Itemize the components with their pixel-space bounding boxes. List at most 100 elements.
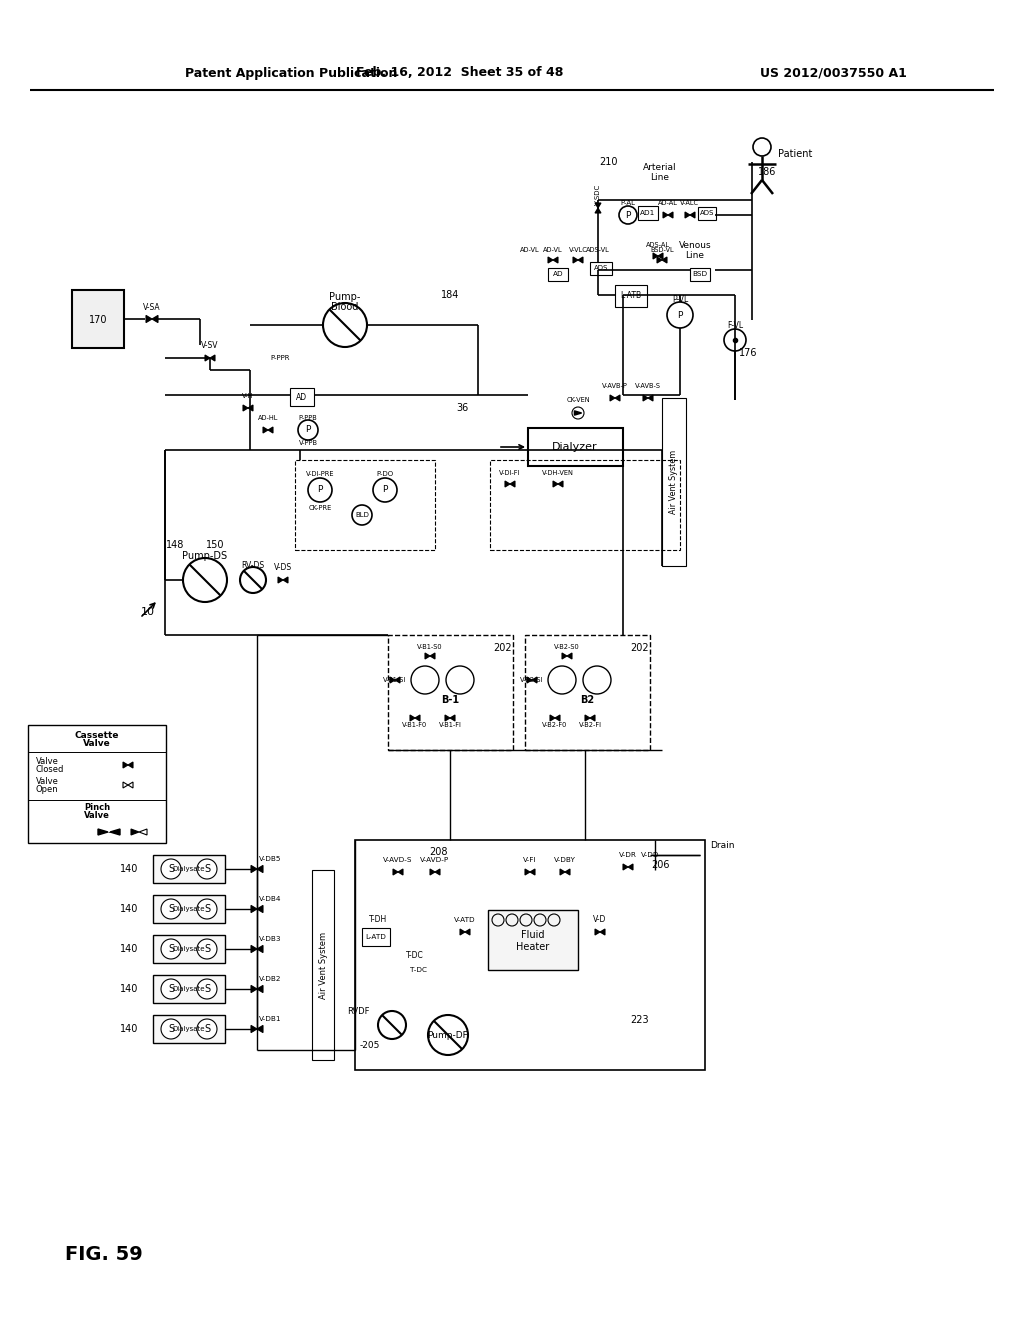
Text: P: P	[317, 486, 323, 495]
Circle shape	[197, 1019, 217, 1039]
Text: ADS: ADS	[699, 210, 714, 216]
Text: V-FI: V-FI	[523, 857, 537, 863]
Polygon shape	[450, 715, 455, 721]
Text: P-VL: P-VL	[672, 294, 688, 304]
Text: P: P	[382, 486, 388, 495]
Polygon shape	[430, 653, 435, 659]
Polygon shape	[410, 715, 415, 721]
Text: RV-DS: RV-DS	[242, 561, 264, 569]
Text: 140: 140	[120, 944, 138, 954]
Polygon shape	[251, 906, 257, 912]
Polygon shape	[574, 411, 582, 416]
Bar	[698, 207, 716, 220]
Polygon shape	[128, 762, 133, 768]
Text: P: P	[626, 210, 631, 219]
Circle shape	[197, 979, 217, 999]
Text: Dialysate: Dialysate	[173, 1026, 205, 1032]
Text: V-AVD-S: V-AVD-S	[383, 857, 413, 863]
Text: Drain: Drain	[710, 841, 734, 850]
Text: 223: 223	[631, 1015, 649, 1026]
Text: V-B2-S0: V-B2-S0	[554, 644, 580, 649]
Bar	[28, 725, 166, 843]
Text: AD-AL: AD-AL	[658, 201, 678, 206]
Text: S: S	[204, 865, 210, 874]
Text: Cassette: Cassette	[75, 730, 119, 739]
Text: 140: 140	[120, 1024, 138, 1034]
Polygon shape	[527, 677, 532, 682]
Polygon shape	[98, 829, 108, 836]
Text: Dialysate: Dialysate	[173, 986, 205, 993]
Circle shape	[197, 859, 217, 879]
Polygon shape	[460, 929, 465, 935]
Text: S: S	[204, 983, 210, 994]
Text: 202: 202	[494, 643, 512, 653]
Polygon shape	[395, 677, 400, 682]
Text: V-DR: V-DR	[620, 851, 637, 858]
Text: L-ATD: L-ATD	[366, 935, 386, 940]
Text: V-DBY: V-DBY	[554, 857, 575, 863]
Polygon shape	[123, 762, 128, 768]
Polygon shape	[248, 405, 253, 411]
Polygon shape	[595, 209, 601, 213]
Text: V-B2-SI: V-B2-SI	[520, 677, 544, 682]
Text: V-B1-FI: V-B1-FI	[438, 722, 462, 729]
Text: Line: Line	[685, 251, 705, 260]
Text: V-B2-F0: V-B2-F0	[543, 722, 567, 729]
Text: 176: 176	[738, 348, 758, 358]
Text: 186: 186	[758, 168, 776, 177]
Text: AD: AD	[553, 271, 563, 277]
Text: V-VLC: V-VLC	[568, 247, 588, 253]
Text: Blood: Blood	[332, 302, 358, 312]
Polygon shape	[600, 929, 605, 935]
Polygon shape	[530, 869, 535, 875]
Text: BSD: BSD	[692, 271, 708, 277]
Text: ADS: ADS	[594, 265, 608, 271]
Text: ADS-VL: ADS-VL	[586, 247, 610, 253]
Polygon shape	[553, 257, 558, 263]
Text: S: S	[168, 944, 174, 954]
Text: Air Vent System: Air Vent System	[670, 450, 679, 513]
Text: T-DC: T-DC	[410, 968, 427, 973]
Text: B-1: B-1	[441, 696, 459, 705]
Text: 208: 208	[429, 847, 447, 857]
Polygon shape	[653, 253, 658, 259]
Polygon shape	[268, 426, 273, 433]
Text: AD-VL: AD-VL	[543, 247, 563, 253]
Polygon shape	[643, 395, 648, 401]
Polygon shape	[257, 906, 263, 912]
Text: Pump-: Pump-	[330, 292, 360, 302]
Bar	[590, 261, 612, 275]
Text: V-DB3: V-DB3	[259, 936, 282, 942]
Text: V-H: V-H	[243, 393, 254, 399]
Polygon shape	[550, 715, 555, 721]
Bar	[488, 909, 578, 970]
Text: AD-VL: AD-VL	[520, 247, 540, 253]
Polygon shape	[553, 480, 558, 487]
Circle shape	[161, 979, 181, 999]
Text: V-B2-FI: V-B2-FI	[579, 722, 601, 729]
Polygon shape	[415, 715, 420, 721]
Polygon shape	[595, 929, 600, 935]
Polygon shape	[532, 677, 537, 682]
Bar	[153, 975, 225, 1003]
Polygon shape	[128, 781, 133, 788]
Polygon shape	[560, 869, 565, 875]
Text: V-DI-PRE: V-DI-PRE	[306, 471, 334, 477]
Text: B2: B2	[580, 696, 594, 705]
Bar	[388, 635, 513, 750]
Polygon shape	[425, 653, 430, 659]
Polygon shape	[685, 213, 690, 218]
Polygon shape	[257, 986, 263, 993]
Bar	[153, 855, 225, 883]
Text: Valve: Valve	[36, 776, 58, 785]
Text: V-ATD: V-ATD	[455, 917, 476, 923]
Text: L-ATB: L-ATB	[621, 292, 642, 301]
Polygon shape	[257, 866, 263, 873]
Text: Patent Application Publication: Patent Application Publication	[185, 66, 397, 79]
Polygon shape	[668, 213, 673, 218]
Polygon shape	[243, 405, 248, 411]
Text: V-AVB-P: V-AVB-P	[602, 383, 628, 389]
Text: T-DC: T-DC	[407, 950, 424, 960]
Polygon shape	[562, 653, 567, 659]
Polygon shape	[662, 257, 667, 263]
